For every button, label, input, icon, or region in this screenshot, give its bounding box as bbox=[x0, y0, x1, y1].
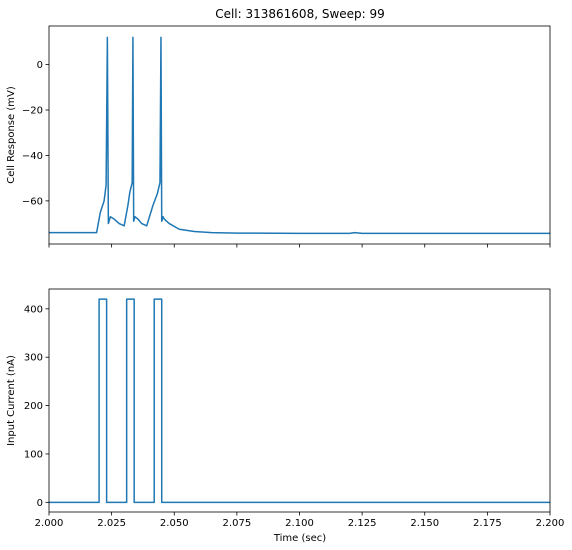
response-series-line bbox=[49, 36, 550, 235]
response-y-tick-label: −60 bbox=[22, 196, 43, 207]
current-x-axis-label: Time (sec) bbox=[273, 533, 326, 544]
response-y-tick-label: −40 bbox=[22, 151, 43, 162]
current-y-tick-label: 300 bbox=[24, 353, 43, 364]
current-x-tick-label: 2.200 bbox=[536, 518, 565, 529]
current-chart: 2.000 2.025 2.050 2.075 2.100 2.125 2.150 2.175… bbox=[6, 288, 564, 544]
current-series bbox=[49, 298, 550, 504]
current-x-tick-label: 2.100 bbox=[285, 518, 314, 529]
current-series-line bbox=[49, 298, 550, 504]
current-y-tick-label: 200 bbox=[24, 401, 43, 412]
current-x-tick-label: 2.175 bbox=[473, 518, 502, 529]
current-ticks: 2.000 2.025 2.050 2.075 2.100 2.125 2.150 2.175… bbox=[24, 304, 564, 529]
current-y-tick-label: 400 bbox=[24, 304, 43, 315]
current-y-tick-label: 0 bbox=[37, 498, 43, 509]
current-y-tick-label: 100 bbox=[24, 449, 43, 460]
current-x-tick-label: 2.075 bbox=[223, 518, 252, 529]
current-y-axis-label: Input Current (nA) bbox=[6, 355, 17, 446]
response-y-tick-label: −20 bbox=[22, 106, 43, 117]
current-x-tick-label: 2.050 bbox=[160, 518, 189, 529]
response-y-tick-label: 0 bbox=[37, 60, 43, 71]
response-plot-frame bbox=[48, 25, 551, 245]
chart-title: Cell: 313861608, Sweep: 99 bbox=[215, 7, 385, 21]
current-x-tick-label: 2.000 bbox=[35, 518, 64, 529]
response-chart: Cell: 313861608, Sweep: 99 0 −20 −40 −60 Ce… bbox=[6, 7, 551, 248]
current-x-tick-label: 2.025 bbox=[97, 518, 126, 529]
response-y-axis-label: Cell Response (mV) bbox=[6, 86, 17, 184]
current-x-tick-label: 2.125 bbox=[348, 518, 377, 529]
response-ticks: 0 −20 −40 −60 bbox=[22, 60, 551, 248]
response-series bbox=[49, 36, 550, 235]
current-x-tick-label: 2.150 bbox=[410, 518, 439, 529]
current-plot-frame bbox=[48, 288, 551, 513]
